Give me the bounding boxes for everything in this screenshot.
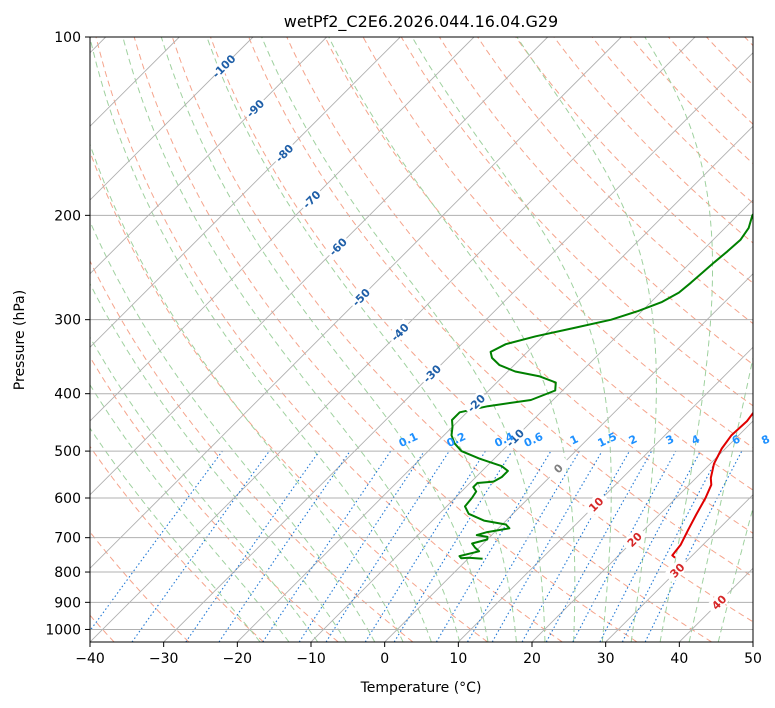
mixing-ratio-line [545, 450, 653, 642]
y-tick-label: 900 [54, 595, 81, 611]
isotherm-label-bg [418, 360, 445, 387]
moist-adiabat [90, 336, 319, 642]
moist-adiabat [90, 142, 404, 642]
isotherm-label-bg [324, 233, 351, 260]
moist-adiabat [206, 37, 517, 642]
isotherm [163, 52, 753, 642]
isotherm-label-bg [270, 139, 298, 166]
y-tick-label: 300 [54, 313, 81, 329]
y-tick-label: 100 [54, 30, 81, 46]
dry-adiabat [248, 37, 753, 578]
mixing-ratio-line [393, 450, 513, 642]
isotherm [457, 346, 753, 642]
moist-adiabat [688, 355, 753, 642]
dry-adiabat [286, 37, 753, 534]
y-tick-label: 1000 [45, 622, 81, 638]
x-tick-label: 30 [597, 651, 615, 667]
isotherm-label-bg [210, 52, 237, 79]
moist-adiabat [261, 37, 546, 642]
isotherm [90, 37, 622, 569]
isotherm [236, 125, 753, 642]
moist-adiabat [160, 37, 489, 642]
dry-adiabat [515, 37, 753, 284]
isotherm [605, 494, 753, 642]
mixing-ratio-line [262, 450, 392, 642]
x-tick-label: −30 [149, 651, 179, 667]
isotherm [384, 273, 753, 642]
mixing-ratio-line [185, 450, 320, 642]
dry-adiabat [90, 445, 264, 642]
isotherm [90, 37, 401, 348]
chart-title: wetPf2_C2E6.2026.044.16.04.G29 [284, 12, 558, 32]
x-tick-label: −20 [223, 651, 253, 667]
x-axis-label: Temperature (°C) [360, 680, 482, 696]
y-axis: 100 200 300 400 500 600 700 800 900 1000 [45, 30, 90, 638]
mixing-ratio-line [298, 450, 425, 642]
y-tick-label: 400 [54, 387, 81, 403]
x-tick-label: −40 [75, 651, 105, 667]
y-tick-label: 200 [54, 208, 81, 224]
dry-adiabat [95, 37, 563, 642]
moist-adiabat [90, 383, 290, 642]
isotherm-label-bg [705, 588, 732, 616]
mixing-ratio-line [131, 450, 270, 642]
isotherm [90, 37, 328, 275]
moist-adiabat [90, 427, 261, 642]
x-tick-label: 0 [380, 651, 389, 667]
y-tick-label: 500 [54, 444, 81, 460]
isotherm [90, 37, 475, 422]
x-tick-label: 40 [670, 651, 688, 667]
dry-adiabat [90, 259, 414, 642]
isotherm-label-bg [347, 283, 374, 311]
mixing-ratio-line [521, 450, 630, 642]
moist-adiabat [411, 37, 612, 642]
moist-adiabat [90, 282, 347, 642]
moist-adiabat [90, 37, 432, 642]
x-tick-label: −10 [296, 651, 326, 667]
moist-adiabat [516, 37, 657, 642]
y-axis-label: Pressure (hPa) [12, 290, 28, 390]
moist-adiabat [90, 220, 376, 642]
background-lines [90, 37, 753, 642]
x-tick-label: 10 [449, 651, 467, 667]
y-tick-label: 700 [54, 531, 81, 547]
dry-adiabat [171, 37, 712, 642]
isotherm-label-bg [663, 556, 690, 584]
isotherm [310, 199, 753, 642]
isotherm-label-bg [582, 490, 609, 518]
isotherm-label-bg [241, 94, 268, 122]
dry-adiabat [133, 37, 638, 642]
dewpoint-profile-line [450, 212, 753, 560]
y-tick-label: 800 [54, 565, 81, 581]
isotherm-label: 0 [544, 455, 571, 482]
isotherm-label-bg [386, 318, 413, 345]
mixing-ratio-line [218, 450, 351, 642]
y-tick-label: 600 [54, 491, 81, 507]
dry-adiabat [90, 356, 339, 642]
mixing-ratio-line [572, 450, 677, 642]
moist-adiabat [644, 37, 713, 642]
isotherm-label-bg [501, 424, 528, 451]
isotherm-label-bg [462, 389, 489, 416]
mixing-ratio-line [325, 450, 450, 642]
x-axis: −40 −30 −20 −10 0 10 20 30 40 50 [75, 642, 762, 667]
temperature-profile-line [671, 411, 753, 559]
mixing-ratio-line [644, 450, 743, 642]
isotherm-label-bg [621, 526, 648, 553]
isotherm [90, 37, 254, 201]
isotherm-label-bg [544, 455, 571, 482]
isotherm [90, 37, 549, 496]
x-tick-label: 20 [523, 651, 541, 667]
series-layer [450, 212, 753, 560]
moist-adiabat [122, 37, 461, 642]
plot-background [90, 37, 753, 642]
x-tick-label: 50 [744, 651, 762, 667]
mixing-ratio-line [90, 450, 223, 632]
plot-frame [89, 36, 754, 643]
isotherm-label-bg [298, 185, 325, 213]
dry-adiabat [324, 37, 753, 491]
